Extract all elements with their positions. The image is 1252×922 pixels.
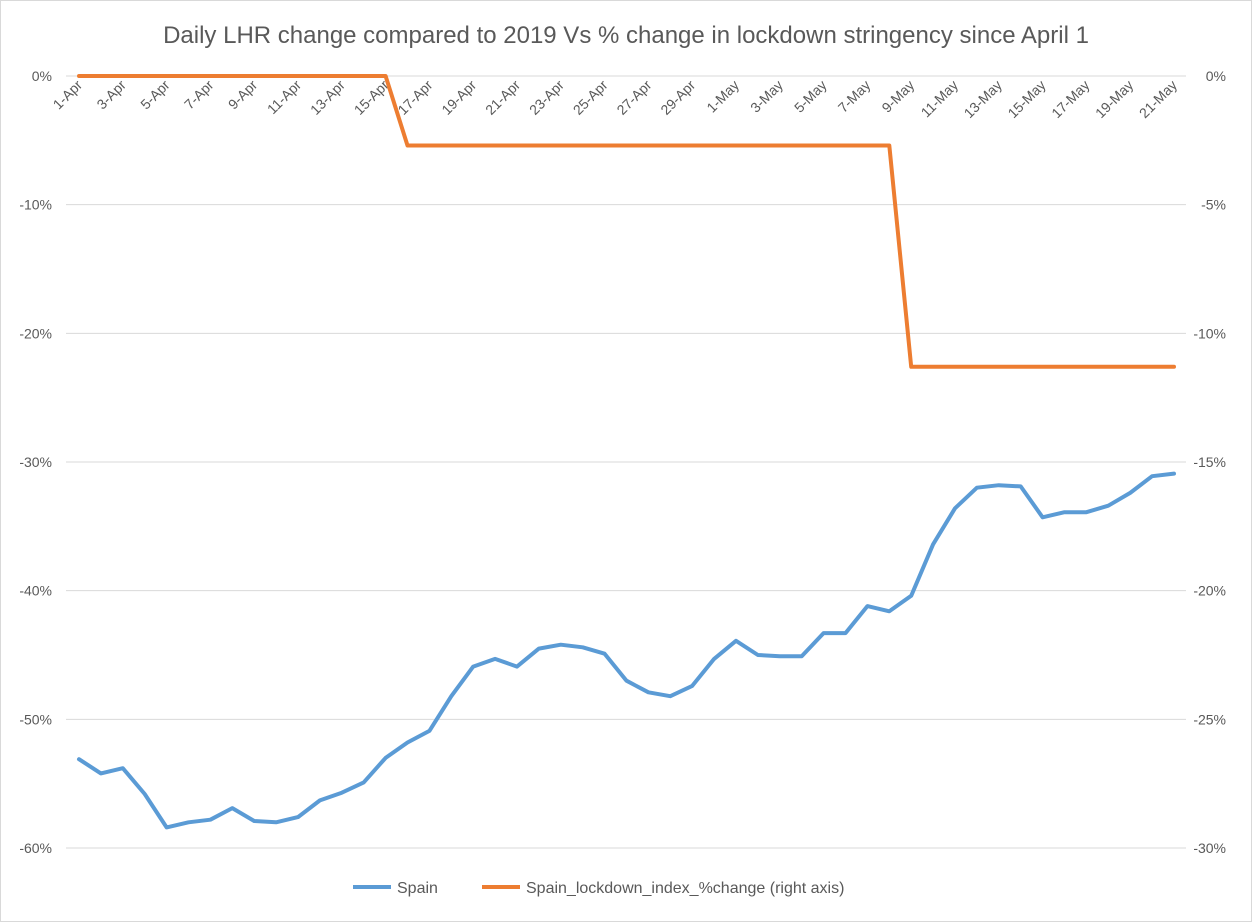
series-lines [77, 74, 1176, 830]
legend-label: Spain [397, 880, 438, 897]
right-tick-label: -10% [1193, 325, 1226, 341]
legend-label: Spain_lockdown_index_%change (right axis… [526, 880, 844, 897]
x-tick-label: 1-Apr [50, 77, 86, 113]
series-line-2 [77, 74, 1176, 369]
x-axis-tick-labels: 1-Apr 3-Apr 5-Apr 7-Apr 9-Apr 11-Apr 13-Apr 15-… [50, 77, 1181, 122]
x-tick-label: 29-Apr [657, 77, 698, 118]
x-tick-label: 7-Apr [181, 77, 217, 113]
x-tick-label: 13-May [961, 77, 1005, 121]
left-tick-label: 0% [32, 68, 52, 84]
right-tick-label: 0% [1206, 68, 1226, 84]
x-tick-label: 9-Apr [225, 77, 261, 113]
x-tick-label: 27-Apr [613, 77, 654, 118]
left-tick-label: -20% [19, 325, 52, 341]
x-tick-label: 17-Apr [394, 77, 435, 118]
x-tick-label: 9-May [878, 77, 917, 116]
x-tick-label: 17-May [1048, 77, 1092, 121]
gridlines [66, 75, 1186, 849]
x-tick-label: 23-Apr [526, 77, 567, 118]
x-tick-label: 11-Apr [264, 77, 305, 118]
x-tick-label: 25-Apr [570, 77, 611, 118]
left-tick-label: -10% [19, 197, 52, 213]
x-tick-label: 21-May [1136, 77, 1180, 121]
right-tick-label: -15% [1193, 454, 1226, 470]
series-line-1 [77, 471, 1176, 830]
right-tick-label: -25% [1193, 711, 1226, 727]
right-tick-label: -5% [1201, 197, 1226, 213]
right-axis-tick-labels: 0% -5% -10% -15% -20% -25% -30% [1193, 68, 1226, 856]
x-tick-label: 19-May [1092, 77, 1136, 121]
left-tick-label: -30% [19, 454, 52, 470]
legend: Spain Spain_lockdown_index_%change (right… [353, 880, 844, 897]
left-tick-label: -60% [19, 840, 52, 856]
x-tick-label: 5-Apr [137, 77, 173, 113]
x-tick-label: 19-Apr [438, 77, 479, 118]
right-tick-label: -20% [1193, 583, 1226, 599]
x-tick-label: 11-May [918, 77, 962, 121]
x-tick-label: 13-Apr [307, 77, 348, 118]
left-tick-label: -50% [19, 711, 52, 727]
chart-title: Daily LHR change compared to 2019 Vs % c… [163, 22, 1089, 49]
x-tick-label: 15-May [1004, 77, 1048, 121]
x-tick-label: 3-May [747, 77, 786, 116]
x-tick-label: 3-Apr [93, 77, 129, 113]
left-tick-label: -40% [19, 583, 52, 599]
x-tick-label: 1-May [703, 77, 742, 116]
left-axis-tick-labels: 0% -10% -20% -30% -40% -50% -60% [19, 68, 52, 856]
x-tick-label: 5-May [791, 77, 830, 116]
x-tick-label: 7-May [835, 77, 874, 116]
x-tick-label: 21-Apr [482, 77, 523, 118]
right-tick-label: -30% [1193, 840, 1226, 856]
